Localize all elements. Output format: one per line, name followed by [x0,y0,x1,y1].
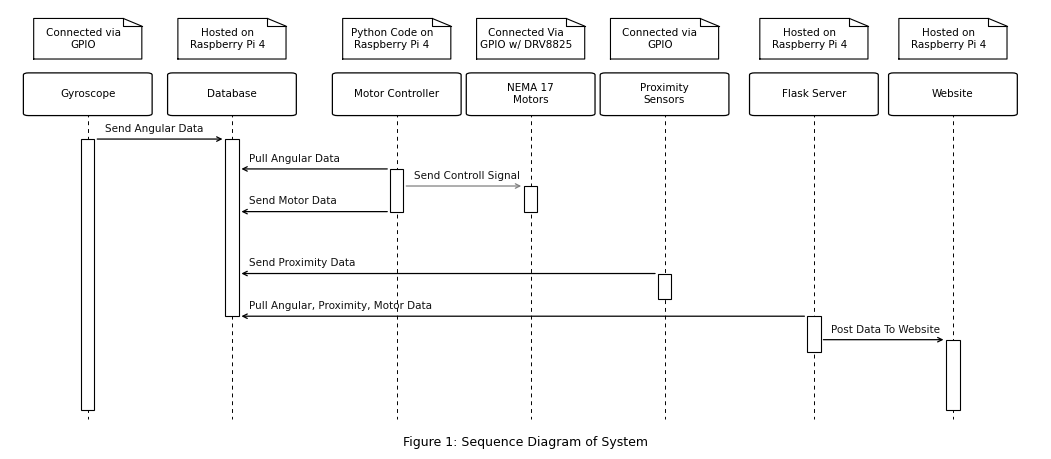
Polygon shape [760,18,868,59]
Text: Flask Server: Flask Server [782,89,846,99]
Text: Motor Controller: Motor Controller [354,89,439,99]
Bar [807,316,821,353]
Text: Hosted on
Raspberry Pi 4: Hosted on Raspberry Pi 4 [189,28,265,50]
Polygon shape [343,18,451,59]
Text: Connected Via
GPIO w/ DRV8825: Connected Via GPIO w/ DRV8825 [480,28,572,50]
Bar [946,340,960,410]
Polygon shape [476,18,584,59]
FancyBboxPatch shape [467,73,595,116]
FancyBboxPatch shape [600,73,729,116]
Bar [658,274,672,299]
Text: Pull Angular Data: Pull Angular Data [249,154,339,164]
Bar [390,169,404,212]
FancyBboxPatch shape [888,73,1017,116]
Text: Database: Database [207,89,256,99]
Polygon shape [178,18,286,59]
FancyBboxPatch shape [332,73,461,116]
Text: Connected via
GPIO: Connected via GPIO [45,28,121,50]
Text: Send Angular Data: Send Angular Data [105,124,203,134]
Text: Send Controll Signal: Send Controll Signal [414,171,520,181]
Bar [524,186,537,212]
Text: Send Proximity Data: Send Proximity Data [249,258,355,269]
Text: Gyroscope: Gyroscope [60,89,116,99]
Polygon shape [611,18,719,59]
Text: Figure 1: Sequence Diagram of System: Figure 1: Sequence Diagram of System [403,436,648,448]
FancyBboxPatch shape [749,73,879,116]
FancyBboxPatch shape [167,73,296,116]
Polygon shape [34,18,142,59]
Bar [225,139,239,316]
Text: Hosted on
Raspberry Pi 4: Hosted on Raspberry Pi 4 [771,28,847,50]
Text: Python Code on
Raspberry Pi 4: Python Code on Raspberry Pi 4 [351,28,433,50]
Text: Proximity
Sensors: Proximity Sensors [640,83,688,106]
Text: Connected via
GPIO: Connected via GPIO [622,28,698,50]
Text: Website: Website [932,89,974,99]
Text: Send Motor Data: Send Motor Data [249,196,336,207]
FancyBboxPatch shape [23,73,152,116]
Polygon shape [899,18,1007,59]
Text: Hosted on
Raspberry Pi 4: Hosted on Raspberry Pi 4 [910,28,986,50]
Text: Pull Angular, Proximity, Motor Data: Pull Angular, Proximity, Motor Data [249,301,432,311]
Text: NEMA 17
Motors: NEMA 17 Motors [508,83,554,106]
Bar [81,139,95,410]
Text: Post Data To Website: Post Data To Website [831,325,940,335]
